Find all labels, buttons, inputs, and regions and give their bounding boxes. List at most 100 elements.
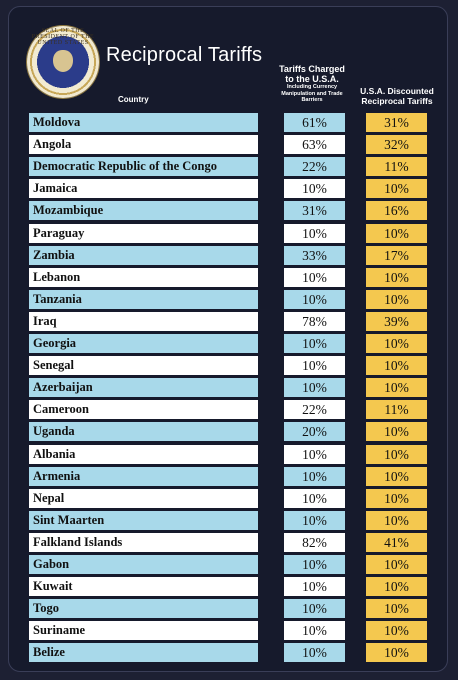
country-cell: Senegal bbox=[29, 356, 258, 376]
discounted-cell: 10% bbox=[366, 267, 427, 287]
discounted-cell: 10% bbox=[366, 422, 427, 442]
table-row: Nepal 10% 10% bbox=[0, 488, 458, 508]
charged-cell: 10% bbox=[284, 267, 345, 287]
charged-cell: 10% bbox=[284, 621, 345, 641]
table-row: Kuwait 10% 10% bbox=[0, 577, 458, 597]
seal-text: SEAL OF THE PRESIDENT OF THE UNITED STAT… bbox=[31, 28, 95, 46]
table-row: Albania 10% 10% bbox=[0, 444, 458, 464]
table-row: Iraq 78% 39% bbox=[0, 311, 458, 331]
charged-cell: 31% bbox=[284, 201, 345, 221]
discounted-cell: 10% bbox=[366, 643, 427, 663]
charged-cell: 10% bbox=[284, 599, 345, 619]
table-row: Angola 63% 32% bbox=[0, 135, 458, 155]
country-cell: Uganda bbox=[29, 422, 258, 442]
charged-cell: 61% bbox=[284, 113, 345, 132]
column-header-charged-sub: Including Currency Manipulation and Trad… bbox=[281, 84, 343, 103]
table-row: Zambia 33% 17% bbox=[0, 245, 458, 265]
table-row: Lebanon 10% 10% bbox=[0, 267, 458, 287]
discounted-cell: 39% bbox=[366, 311, 427, 331]
table-row: Suriname 10% 10% bbox=[0, 621, 458, 641]
discounted-cell: 11% bbox=[366, 157, 427, 177]
country-cell: Georgia bbox=[29, 334, 258, 353]
table-row: Mozambique 31% 16% bbox=[0, 201, 458, 221]
discounted-cell: 10% bbox=[366, 334, 427, 353]
table-row: Tanzania 10% 10% bbox=[0, 289, 458, 309]
table-row: Gabon 10% 10% bbox=[0, 555, 458, 574]
table-row: Belize 10% 10% bbox=[0, 643, 458, 663]
charged-cell: 10% bbox=[284, 555, 345, 574]
country-cell: Sint Maarten bbox=[29, 510, 258, 530]
charged-cell: 10% bbox=[284, 466, 345, 486]
column-header-charged-main: Tariffs Charged to the U.S.A. bbox=[279, 64, 345, 84]
discounted-cell: 16% bbox=[366, 201, 427, 221]
table-row: Moldova 61% 31% bbox=[0, 113, 458, 132]
country-cell: Falkland Islands bbox=[29, 532, 258, 552]
charged-cell: 78% bbox=[284, 311, 345, 331]
discounted-cell: 10% bbox=[366, 599, 427, 619]
table-row: Uganda 20% 10% bbox=[0, 422, 458, 442]
country-cell: Suriname bbox=[29, 621, 258, 641]
discounted-cell: 10% bbox=[366, 488, 427, 508]
discounted-cell: 11% bbox=[366, 400, 427, 420]
country-cell: Mozambique bbox=[29, 201, 258, 221]
charged-cell: 63% bbox=[284, 135, 345, 155]
column-header-country: Country bbox=[118, 95, 149, 104]
table-row: Paraguay 10% 10% bbox=[0, 223, 458, 243]
table-row: Azerbaijan 10% 10% bbox=[0, 378, 458, 398]
country-cell: Gabon bbox=[29, 555, 258, 574]
discounted-cell: 32% bbox=[366, 135, 427, 155]
discounted-cell: 10% bbox=[366, 510, 427, 530]
discounted-cell: 10% bbox=[366, 223, 427, 243]
charged-cell: 10% bbox=[284, 356, 345, 376]
table-row: Falkland Islands 82% 41% bbox=[0, 532, 458, 552]
discounted-cell: 10% bbox=[366, 378, 427, 398]
discounted-cell: 10% bbox=[366, 577, 427, 597]
country-cell: Cameroon bbox=[29, 400, 258, 420]
charged-cell: 10% bbox=[284, 334, 345, 353]
column-header-charged: Tariffs Charged to the U.S.A. Including … bbox=[276, 64, 348, 104]
charged-cell: 10% bbox=[284, 510, 345, 530]
charged-cell: 10% bbox=[284, 289, 345, 309]
charged-cell: 10% bbox=[284, 643, 345, 663]
country-cell: Angola bbox=[29, 135, 258, 155]
charged-cell: 10% bbox=[284, 444, 345, 464]
discounted-cell: 10% bbox=[366, 555, 427, 574]
table-row: Georgia 10% 10% bbox=[0, 334, 458, 353]
charged-cell: 22% bbox=[284, 400, 345, 420]
table-row: Togo 10% 10% bbox=[0, 599, 458, 619]
country-cell: Togo bbox=[29, 599, 258, 619]
charged-cell: 10% bbox=[284, 223, 345, 243]
table-row: Democratic Republic of the Congo 22% 11% bbox=[0, 157, 458, 177]
charged-cell: 10% bbox=[284, 577, 345, 597]
country-cell: Zambia bbox=[29, 245, 258, 265]
charged-cell: 10% bbox=[284, 378, 345, 398]
column-header-discounted: U.S.A. Discounted Reciprocal Tariffs bbox=[360, 86, 434, 106]
page-title: Reciprocal Tariffs bbox=[106, 44, 263, 66]
table-row: Senegal 10% 10% bbox=[0, 356, 458, 376]
country-cell: Kuwait bbox=[29, 577, 258, 597]
table-row: Jamaica 10% 10% bbox=[0, 179, 458, 199]
discounted-cell: 10% bbox=[366, 466, 427, 486]
country-cell: Iraq bbox=[29, 311, 258, 331]
country-cell: Albania bbox=[29, 444, 258, 464]
country-cell: Lebanon bbox=[29, 267, 258, 287]
country-cell: Armenia bbox=[29, 466, 258, 486]
discounted-cell: 41% bbox=[366, 532, 427, 552]
charged-cell: 10% bbox=[284, 179, 345, 199]
charged-cell: 82% bbox=[284, 532, 345, 552]
country-cell: Azerbaijan bbox=[29, 378, 258, 398]
discounted-cell: 10% bbox=[366, 179, 427, 199]
discounted-cell: 10% bbox=[366, 444, 427, 464]
discounted-cell: 10% bbox=[366, 621, 427, 641]
table-row: Cameroon 22% 11% bbox=[0, 400, 458, 420]
charged-cell: 20% bbox=[284, 422, 345, 442]
discounted-cell: 10% bbox=[366, 356, 427, 376]
country-cell: Moldova bbox=[29, 113, 258, 132]
presidential-seal-icon: SEAL OF THE PRESIDENT OF THE UNITED STAT… bbox=[27, 26, 99, 98]
country-cell: Paraguay bbox=[29, 223, 258, 243]
country-cell: Jamaica bbox=[29, 179, 258, 199]
discounted-cell: 17% bbox=[366, 245, 427, 265]
charged-cell: 22% bbox=[284, 157, 345, 177]
charged-cell: 10% bbox=[284, 488, 345, 508]
table-row: Armenia 10% 10% bbox=[0, 466, 458, 486]
